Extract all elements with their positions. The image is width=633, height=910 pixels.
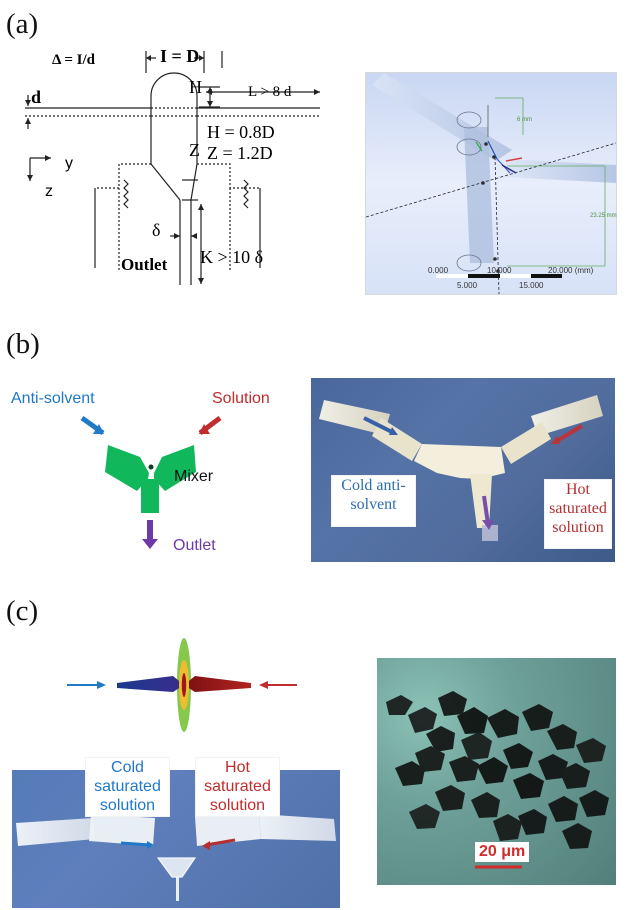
mixer-photo-svg (319, 395, 603, 541)
height-label: H (189, 77, 202, 97)
hot-callout-line-1: Hot (566, 481, 590, 498)
cold-saturated-line-2: saturated (94, 778, 161, 795)
cold-saturated-line-3: solution (99, 797, 156, 814)
scale-top-right: 20.000 (mm) (548, 266, 594, 275)
microscopy-image: 20 μm (377, 658, 616, 885)
cold-antisolvent-callout: Cold anti- solvent (331, 475, 416, 527)
cold-callout-line-2: solvent (350, 496, 397, 513)
geometry-render-svg (366, 73, 616, 294)
hot-callout-line-2: saturated (549, 500, 607, 517)
z-axis-label: z (45, 183, 53, 200)
outlet-label: Outlet (121, 255, 168, 274)
delta-equation: Δ = I/d (52, 52, 95, 68)
scale-bottom-right: 15.000 (519, 281, 544, 290)
hot-saturated-line-2: saturated (204, 778, 271, 795)
mixer-label: Mixer (174, 468, 214, 485)
hot-saturated-callout: Hot saturated solution (195, 757, 280, 817)
antisolvent-label: Anti-solvent (11, 390, 95, 407)
delta-symbol: δ (152, 220, 161, 240)
scale-top-mid: 10.000 (487, 266, 512, 275)
panel-label-b: (b) (6, 328, 40, 360)
hot-saturated-line-1: Hot (225, 759, 250, 776)
panel-label-a: (a) (6, 8, 39, 40)
outlet-label-b: Outlet (173, 537, 216, 554)
hot-callout-line-3: solution (552, 519, 604, 536)
dimension-side-label: 23.25 mm (590, 213, 617, 219)
z-ratio: Z = 1.2D (207, 143, 273, 163)
scale-top-left: 0.000 (428, 266, 449, 275)
panel-label-c: (c) (6, 595, 39, 627)
y-axis-label: y (65, 155, 73, 172)
impinging-jet-diagram (67, 638, 297, 732)
k-equation: K > 10 δ (200, 247, 264, 267)
panel-a-schematic (25, 51, 320, 285)
hot-saturated-line-3: solution (209, 797, 266, 814)
cold-callout-line-1: Cold anti- (341, 477, 406, 494)
micron-scale-label: 20 μm (475, 842, 530, 862)
dimension-top-label: 6 mm (517, 117, 532, 123)
geometry-render: 6 mm 23.25 mm 0.000 10.000 20.000 (mm) 5… (365, 72, 617, 295)
z-label: Z (189, 140, 200, 160)
scale-bottom-left: 5.000 (457, 281, 478, 290)
hot-solution-callout: Hot saturated solution (544, 479, 612, 549)
solution-label: Solution (212, 390, 270, 407)
cold-saturated-callout: Cold saturated solution (85, 757, 170, 817)
impinging-apparatus-svg (16, 814, 336, 901)
inner-diameter-equation: I = D (160, 46, 200, 66)
d-label: d (31, 87, 42, 107)
height-ratio: H = 0.8D (207, 122, 275, 142)
mixer-diagram (80, 415, 222, 549)
impinging-apparatus-photo (12, 770, 340, 908)
cold-saturated-line-1: Cold (111, 759, 144, 776)
length-equation: L > 8 d (248, 84, 292, 100)
